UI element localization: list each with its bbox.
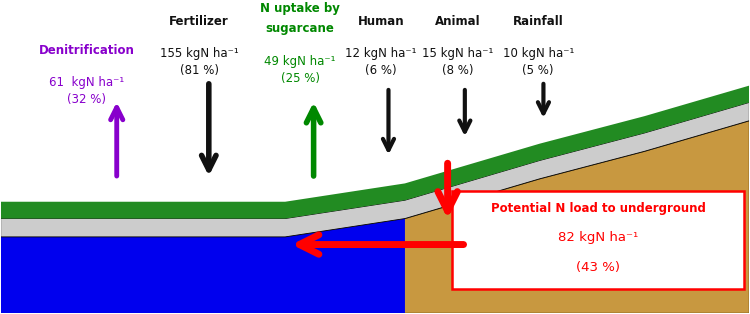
Text: (32 %): (32 %): [68, 93, 106, 106]
Polygon shape: [1, 219, 405, 313]
Text: 15 kgN ha⁻¹: 15 kgN ha⁻¹: [422, 47, 493, 60]
Text: Denitrification: Denitrification: [39, 44, 135, 57]
Text: N uptake by: N uptake by: [260, 2, 340, 15]
Text: 10 kgN ha⁻¹: 10 kgN ha⁻¹: [503, 47, 574, 60]
Text: Potential N load to underground: Potential N load to underground: [490, 202, 706, 215]
Text: Fertilizer: Fertilizer: [170, 14, 229, 28]
FancyBboxPatch shape: [452, 191, 744, 289]
Text: 61  kgN ha⁻¹: 61 kgN ha⁻¹: [50, 76, 124, 89]
Text: (25 %): (25 %): [280, 72, 320, 85]
Text: sugarcane: sugarcane: [266, 22, 334, 35]
Text: 49 kgN ha⁻¹: 49 kgN ha⁻¹: [265, 55, 336, 68]
Text: (8 %): (8 %): [442, 64, 473, 77]
Text: Animal: Animal: [434, 14, 480, 28]
Text: (5 %): (5 %): [523, 64, 554, 77]
Text: Human: Human: [358, 14, 404, 28]
Text: (81 %): (81 %): [179, 64, 218, 77]
Text: (6 %): (6 %): [365, 64, 397, 77]
Text: 155 kgN ha⁻¹: 155 kgN ha⁻¹: [160, 47, 238, 60]
Text: 82 kgN ha⁻¹: 82 kgN ha⁻¹: [558, 231, 638, 245]
Text: Rainfall: Rainfall: [513, 14, 563, 28]
Text: 12 kgN ha⁻¹: 12 kgN ha⁻¹: [345, 47, 417, 60]
Polygon shape: [1, 102, 749, 237]
Text: (43 %): (43 %): [576, 261, 620, 274]
Polygon shape: [1, 86, 749, 219]
Polygon shape: [1, 121, 749, 313]
